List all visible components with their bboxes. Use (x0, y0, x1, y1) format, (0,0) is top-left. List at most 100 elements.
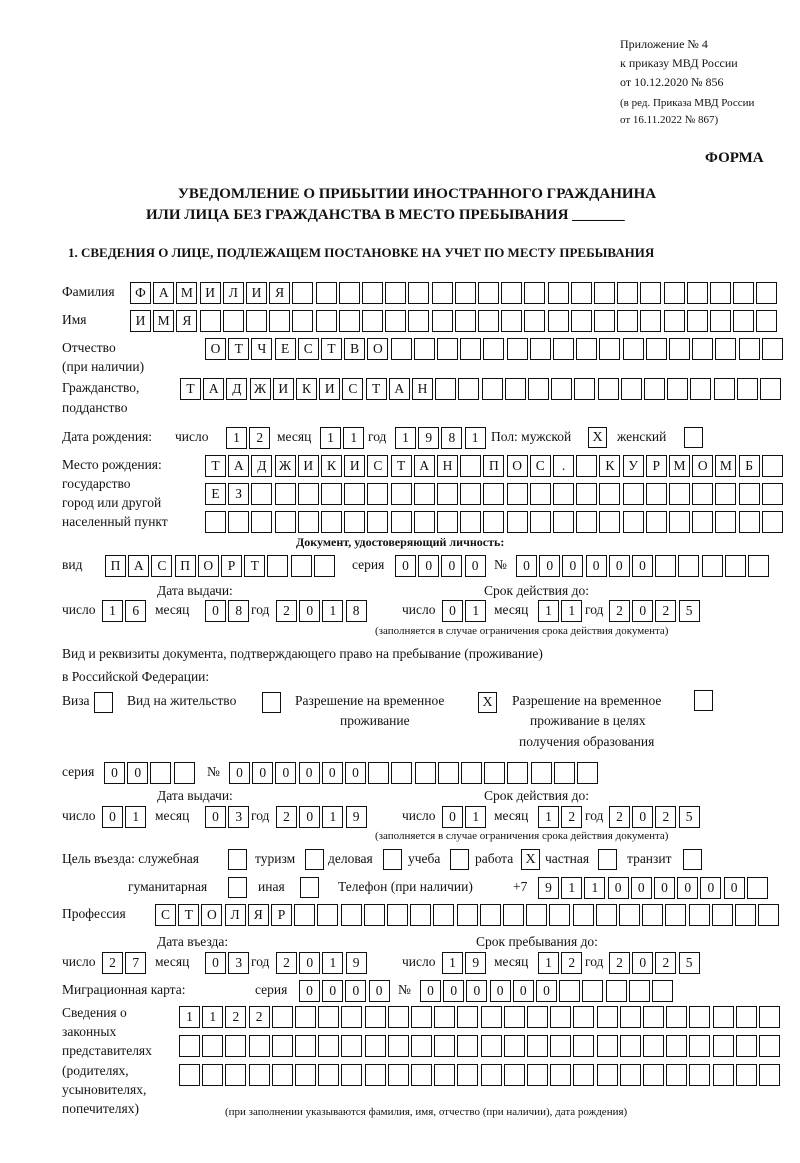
char-cell[interactable] (550, 1064, 572, 1086)
char-cell[interactable]: 5 (678, 952, 700, 974)
char-cell[interactable] (411, 1064, 432, 1086)
char-cell[interactable] (222, 310, 244, 332)
char-cell[interactable]: 0 (630, 877, 652, 899)
char-cell[interactable] (686, 282, 708, 304)
char-cell[interactable] (431, 310, 453, 332)
char-cell[interactable]: О (197, 555, 219, 577)
char-cell[interactable] (199, 310, 221, 332)
char-cell[interactable]: 1 (538, 952, 559, 974)
char-cell[interactable] (549, 904, 571, 926)
char-cell[interactable]: 0 (299, 806, 321, 828)
char-cell[interactable]: 0 (127, 762, 149, 784)
char-cell[interactable]: 0 (345, 980, 367, 1002)
char-cell[interactable]: Д (226, 378, 248, 400)
char-cell[interactable] (645, 338, 667, 360)
char-cell[interactable]: 0 (299, 600, 321, 622)
char-cell[interactable]: 1 (322, 600, 344, 622)
char-cell[interactable] (341, 1064, 363, 1086)
char-cell[interactable] (524, 310, 546, 332)
purpose-work-checkbox[interactable]: X (521, 849, 540, 870)
char-cell[interactable]: 9 (418, 427, 440, 449)
char-cell[interactable] (248, 1035, 270, 1057)
char-cell[interactable] (594, 282, 615, 304)
char-cell[interactable] (411, 1006, 432, 1028)
char-cell[interactable] (715, 483, 737, 505)
char-cell[interactable] (619, 1064, 641, 1086)
char-cell[interactable]: С (155, 904, 176, 926)
char-cell[interactable] (321, 483, 342, 505)
char-cell[interactable] (484, 762, 506, 784)
char-cell[interactable]: 3 (228, 806, 250, 828)
char-cell[interactable] (619, 1035, 641, 1057)
char-cell[interactable]: И (199, 282, 221, 304)
char-cell[interactable] (504, 378, 526, 400)
char-cell[interactable]: М (176, 282, 198, 304)
char-cell[interactable] (553, 483, 574, 505)
char-cell[interactable] (460, 455, 482, 477)
char-cell[interactable] (715, 338, 737, 360)
purpose-private-checkbox[interactable] (598, 849, 617, 870)
char-cell[interactable]: 1 (102, 600, 123, 622)
char-cell[interactable] (479, 904, 501, 926)
char-cell[interactable]: И (272, 378, 294, 400)
char-cell[interactable]: К (296, 378, 317, 400)
char-cell[interactable] (248, 1064, 270, 1086)
char-cell[interactable]: 0 (275, 762, 297, 784)
char-cell[interactable] (297, 511, 319, 533)
char-cell[interactable] (573, 1006, 595, 1028)
char-cell[interactable] (576, 338, 598, 360)
char-cell[interactable] (711, 904, 733, 926)
char-cell[interactable]: Н (412, 378, 433, 400)
char-cell[interactable] (529, 483, 551, 505)
char-cell[interactable] (550, 1006, 572, 1028)
char-cell[interactable] (271, 1064, 293, 1086)
char-cell[interactable] (478, 310, 499, 332)
char-cell[interactable] (362, 282, 383, 304)
char-cell[interactable] (202, 1035, 224, 1057)
char-cell[interactable] (622, 338, 644, 360)
char-cell[interactable]: 2 (561, 806, 583, 828)
char-cell[interactable]: 2 (249, 427, 271, 449)
char-cell[interactable]: 2 (655, 952, 677, 974)
char-cell[interactable] (550, 1035, 572, 1057)
char-cell[interactable]: 8 (441, 427, 463, 449)
char-cell[interactable]: А (203, 378, 225, 400)
char-cell[interactable] (292, 282, 314, 304)
char-cell[interactable]: П (105, 555, 126, 577)
char-cell[interactable]: С (529, 455, 551, 477)
char-cell[interactable]: С (151, 555, 173, 577)
char-cell[interactable] (570, 282, 592, 304)
char-cell[interactable] (761, 511, 783, 533)
char-cell[interactable] (413, 511, 435, 533)
sex-female-checkbox[interactable] (684, 427, 703, 448)
char-cell[interactable]: 0 (607, 877, 629, 899)
char-cell[interactable]: 2 (276, 806, 297, 828)
char-cell[interactable] (669, 511, 690, 533)
char-cell[interactable] (738, 483, 760, 505)
char-cell[interactable] (640, 310, 662, 332)
char-cell[interactable] (294, 904, 316, 926)
char-cell[interactable] (756, 282, 778, 304)
char-cell[interactable] (363, 904, 385, 926)
char-cell[interactable] (735, 1064, 757, 1086)
char-cell[interactable] (341, 1006, 363, 1028)
char-cell[interactable] (367, 511, 389, 533)
char-cell[interactable]: 2 (609, 600, 630, 622)
char-cell[interactable] (362, 310, 383, 332)
char-cell[interactable]: 2 (561, 952, 583, 974)
purpose-official-checkbox[interactable] (228, 849, 247, 870)
char-cell[interactable] (526, 904, 548, 926)
char-cell[interactable] (628, 980, 650, 1002)
char-cell[interactable] (225, 1064, 247, 1086)
char-cell[interactable]: И (130, 310, 151, 332)
char-cell[interactable] (315, 310, 337, 332)
char-cell[interactable]: 2 (655, 806, 677, 828)
char-cell[interactable]: А (153, 282, 175, 304)
char-cell[interactable] (501, 282, 523, 304)
char-cell[interactable] (367, 483, 389, 505)
char-cell[interactable] (503, 1006, 525, 1028)
char-cell[interactable] (364, 1064, 386, 1086)
char-cell[interactable] (408, 282, 430, 304)
char-cell[interactable]: 5 (678, 600, 700, 622)
char-cell[interactable] (478, 282, 499, 304)
